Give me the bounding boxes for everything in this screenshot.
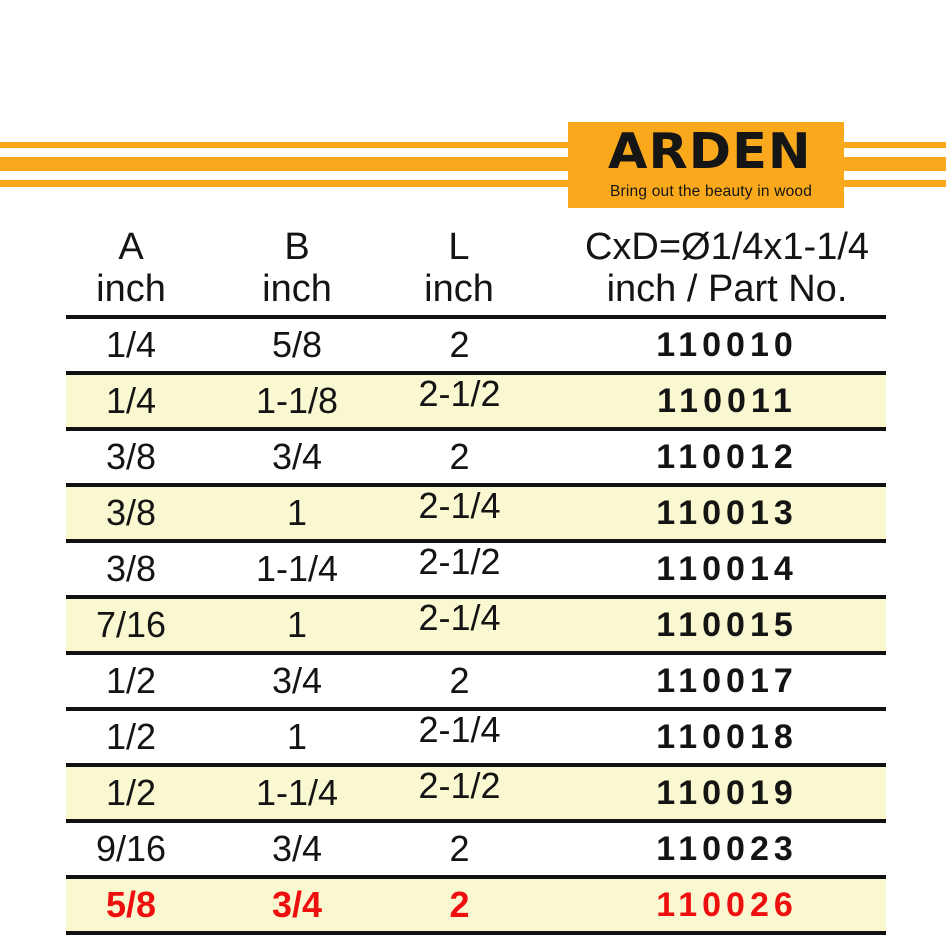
table-row: 1/4 1-1/8 2-1/2 110011: [66, 373, 886, 431]
table-row: 3/8 1-1/4 2-1/2 110014: [66, 541, 886, 599]
cell-l: 2-1/4: [398, 485, 568, 543]
cell-b: 1-1/8: [196, 373, 398, 431]
cell-a: 1/4: [66, 373, 196, 431]
cell-b: 3/4: [196, 877, 398, 935]
col-header-l-symbol: L: [448, 226, 470, 268]
col-header-part-no-unit: inch / Part No.: [606, 268, 848, 310]
cell-part-no: 110014: [568, 541, 886, 599]
col-header-a-unit: inch: [96, 268, 166, 310]
cell-l: 2: [398, 821, 568, 879]
cell-a: 1/2: [66, 653, 196, 711]
cell-part-no: 110019: [568, 765, 886, 823]
stripe-left-middle: [0, 157, 568, 171]
cell-a: 5/8: [66, 877, 196, 935]
cell-a: 3/8: [66, 485, 196, 543]
cell-part-no: 110023: [568, 821, 886, 879]
cell-b: 3/4: [196, 429, 398, 487]
cell-l: 2-1/2: [398, 541, 568, 599]
col-header-l: L inch: [398, 226, 568, 319]
table-row: 3/8 3/4 2 110012: [66, 429, 886, 487]
cell-a: 1/2: [66, 765, 196, 823]
cell-part-no: 110012: [568, 429, 886, 487]
cell-a: 9/16: [66, 821, 196, 879]
cell-b: 5/8: [196, 317, 398, 375]
table-row: 1/4 5/8 2 110010: [66, 317, 886, 375]
table-row: 1/2 1 2-1/4 110018: [66, 709, 886, 767]
stripe-left-top: [0, 142, 568, 148]
col-header-b-unit: inch: [262, 268, 332, 310]
spec-table-body: 1/4 5/8 2 110010 1/4 1-1/8 2-1/2 110011 …: [66, 317, 886, 935]
table-row: 1/2 3/4 2 110017: [66, 653, 886, 711]
col-header-b: B inch: [196, 226, 398, 319]
col-header-l-unit: inch: [424, 268, 494, 310]
cell-a: 1/4: [66, 317, 196, 375]
stripe-left-bottom: [0, 180, 568, 187]
cell-l: 2-1/4: [398, 597, 568, 655]
cell-b: 3/4: [196, 653, 398, 711]
stripe-right-bottom: [843, 180, 946, 187]
cell-b: 1-1/4: [196, 541, 398, 599]
cell-a: 1/2: [66, 709, 196, 767]
cell-l: 2: [398, 653, 568, 711]
col-header-b-symbol: B: [284, 226, 310, 268]
cell-l: 2: [398, 317, 568, 375]
cell-part-no: 110010: [568, 317, 886, 375]
spec-table-header: A inch B inch L inch CxD=Ø1/4x1-1/4 inch…: [66, 226, 886, 319]
cell-l: 2-1/2: [398, 765, 568, 823]
cell-b: 1: [196, 709, 398, 767]
cell-part-no: 110011: [568, 373, 886, 431]
cell-part-no: 110013: [568, 485, 886, 543]
table-row: 3/8 1 2-1/4 110013: [66, 485, 886, 543]
cell-a: 3/8: [66, 541, 196, 599]
table-row: 9/16 3/4 2 110023: [66, 821, 886, 879]
brand-tagline: Bring out the beauty in wood: [610, 183, 813, 200]
cell-b: 1-1/4: [196, 765, 398, 823]
brand-logo: ARDEN Bring out the beauty in wood: [568, 122, 844, 208]
brand-name: ARDEN: [608, 124, 812, 181]
cell-l: 2-1/4: [398, 709, 568, 767]
header-row: A inch B inch L inch CxD=Ø1/4x1-1/4 inch…: [66, 226, 886, 319]
cell-a: 3/8: [66, 429, 196, 487]
col-header-part-no: CxD=Ø1/4x1-1/4 inch / Part No.: [568, 226, 886, 319]
cell-l: 2-1/2: [398, 373, 568, 431]
cell-b: 1: [196, 597, 398, 655]
spec-table: A inch B inch L inch CxD=Ø1/4x1-1/4 inch…: [66, 226, 886, 935]
cell-b: 3/4: [196, 821, 398, 879]
cell-part-no: 110026: [568, 877, 886, 935]
cell-part-no: 110015: [568, 597, 886, 655]
col-header-part-no-spec: CxD=Ø1/4x1-1/4: [584, 226, 870, 268]
cell-part-no: 110017: [568, 653, 886, 711]
cell-part-no: 110018: [568, 709, 886, 767]
cell-l: 2: [398, 877, 568, 935]
table-row: 7/16 1 2-1/4 110015: [66, 597, 886, 655]
cell-b: 1: [196, 485, 398, 543]
stripe-right-middle: [843, 157, 946, 171]
col-header-a: A inch: [66, 226, 196, 319]
stripe-right-top: [843, 142, 946, 148]
cell-a: 7/16: [66, 597, 196, 655]
table-row: 1/2 1-1/4 2-1/2 110019: [66, 765, 886, 823]
cell-l: 2: [398, 429, 568, 487]
col-header-a-symbol: A: [118, 226, 144, 268]
table-row: 5/8 3/4 2 110026: [66, 877, 886, 935]
